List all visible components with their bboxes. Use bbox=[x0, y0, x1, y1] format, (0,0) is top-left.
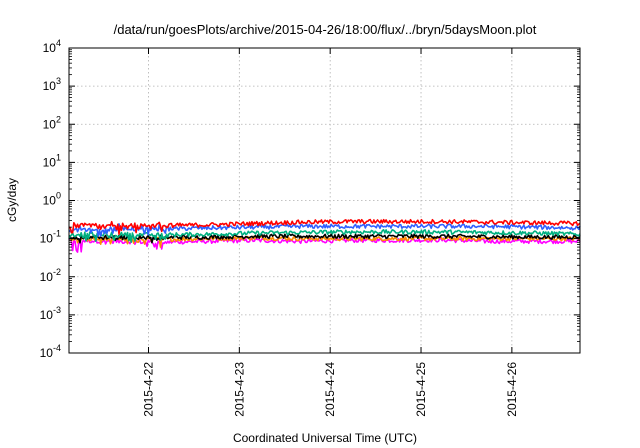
y-tick-exponent: 2 bbox=[56, 114, 61, 124]
x-tick-label: 2015-4-23 bbox=[232, 362, 246, 417]
y-tick-exponent: -4 bbox=[53, 343, 61, 353]
y-tick-exponent: -1 bbox=[53, 229, 61, 239]
y-tick-label: 103 bbox=[43, 76, 61, 93]
y-tick-base: 10 bbox=[43, 41, 57, 55]
y-tick-exponent: 0 bbox=[56, 191, 61, 201]
x-tick-label: 2015-4-26 bbox=[505, 362, 519, 417]
series-line bbox=[68, 229, 581, 244]
y-axis-label: cGy/day bbox=[5, 178, 19, 222]
chart-title: /data/run/goesPlots/archive/2015-04-26/1… bbox=[114, 22, 537, 37]
y-tick-base: 10 bbox=[43, 79, 57, 93]
x-tick-label: 2015-4-22 bbox=[141, 362, 155, 417]
x-axis-label: Coordinated Universal Time (UTC) bbox=[233, 431, 417, 445]
x-tick-label: 2015-4-25 bbox=[414, 362, 428, 417]
y-tick-label: 10-3 bbox=[40, 305, 61, 322]
y-tick-label: 104 bbox=[43, 38, 61, 55]
y-tick-base: 10 bbox=[40, 232, 54, 246]
y-tick-label: 10-2 bbox=[40, 267, 61, 284]
y-tick-base: 10 bbox=[43, 117, 57, 131]
y-tick-base: 10 bbox=[43, 194, 57, 208]
y-tick-exponent: 3 bbox=[56, 76, 61, 86]
y-tick-exponent: -2 bbox=[53, 267, 61, 277]
series-lines bbox=[68, 218, 581, 253]
y-tick-label: 100 bbox=[43, 191, 61, 208]
y-tick-label: 10-4 bbox=[40, 343, 61, 360]
series-line bbox=[68, 233, 581, 244]
y-tick-label: 102 bbox=[43, 114, 61, 131]
y-tick-exponent: -3 bbox=[53, 305, 61, 315]
y-tick-exponent: 1 bbox=[56, 152, 61, 162]
series-line bbox=[68, 237, 581, 253]
grid bbox=[69, 48, 580, 353]
y-tick-exponent: 4 bbox=[56, 38, 61, 48]
series-line bbox=[68, 218, 581, 235]
x-tick-label: 2015-4-24 bbox=[323, 362, 337, 417]
y-tick-base: 10 bbox=[40, 346, 54, 360]
y-tick-label: 101 bbox=[43, 152, 61, 169]
y-tick-base: 10 bbox=[40, 308, 54, 322]
y-tick-base: 10 bbox=[40, 270, 54, 284]
y-tick-label: 10-1 bbox=[40, 229, 61, 246]
y-tick-base: 10 bbox=[43, 155, 57, 169]
x-axis-ticks: 2015-4-22 2015-4-23 2015-4-24 2015-4-25 2015… bbox=[141, 48, 519, 417]
